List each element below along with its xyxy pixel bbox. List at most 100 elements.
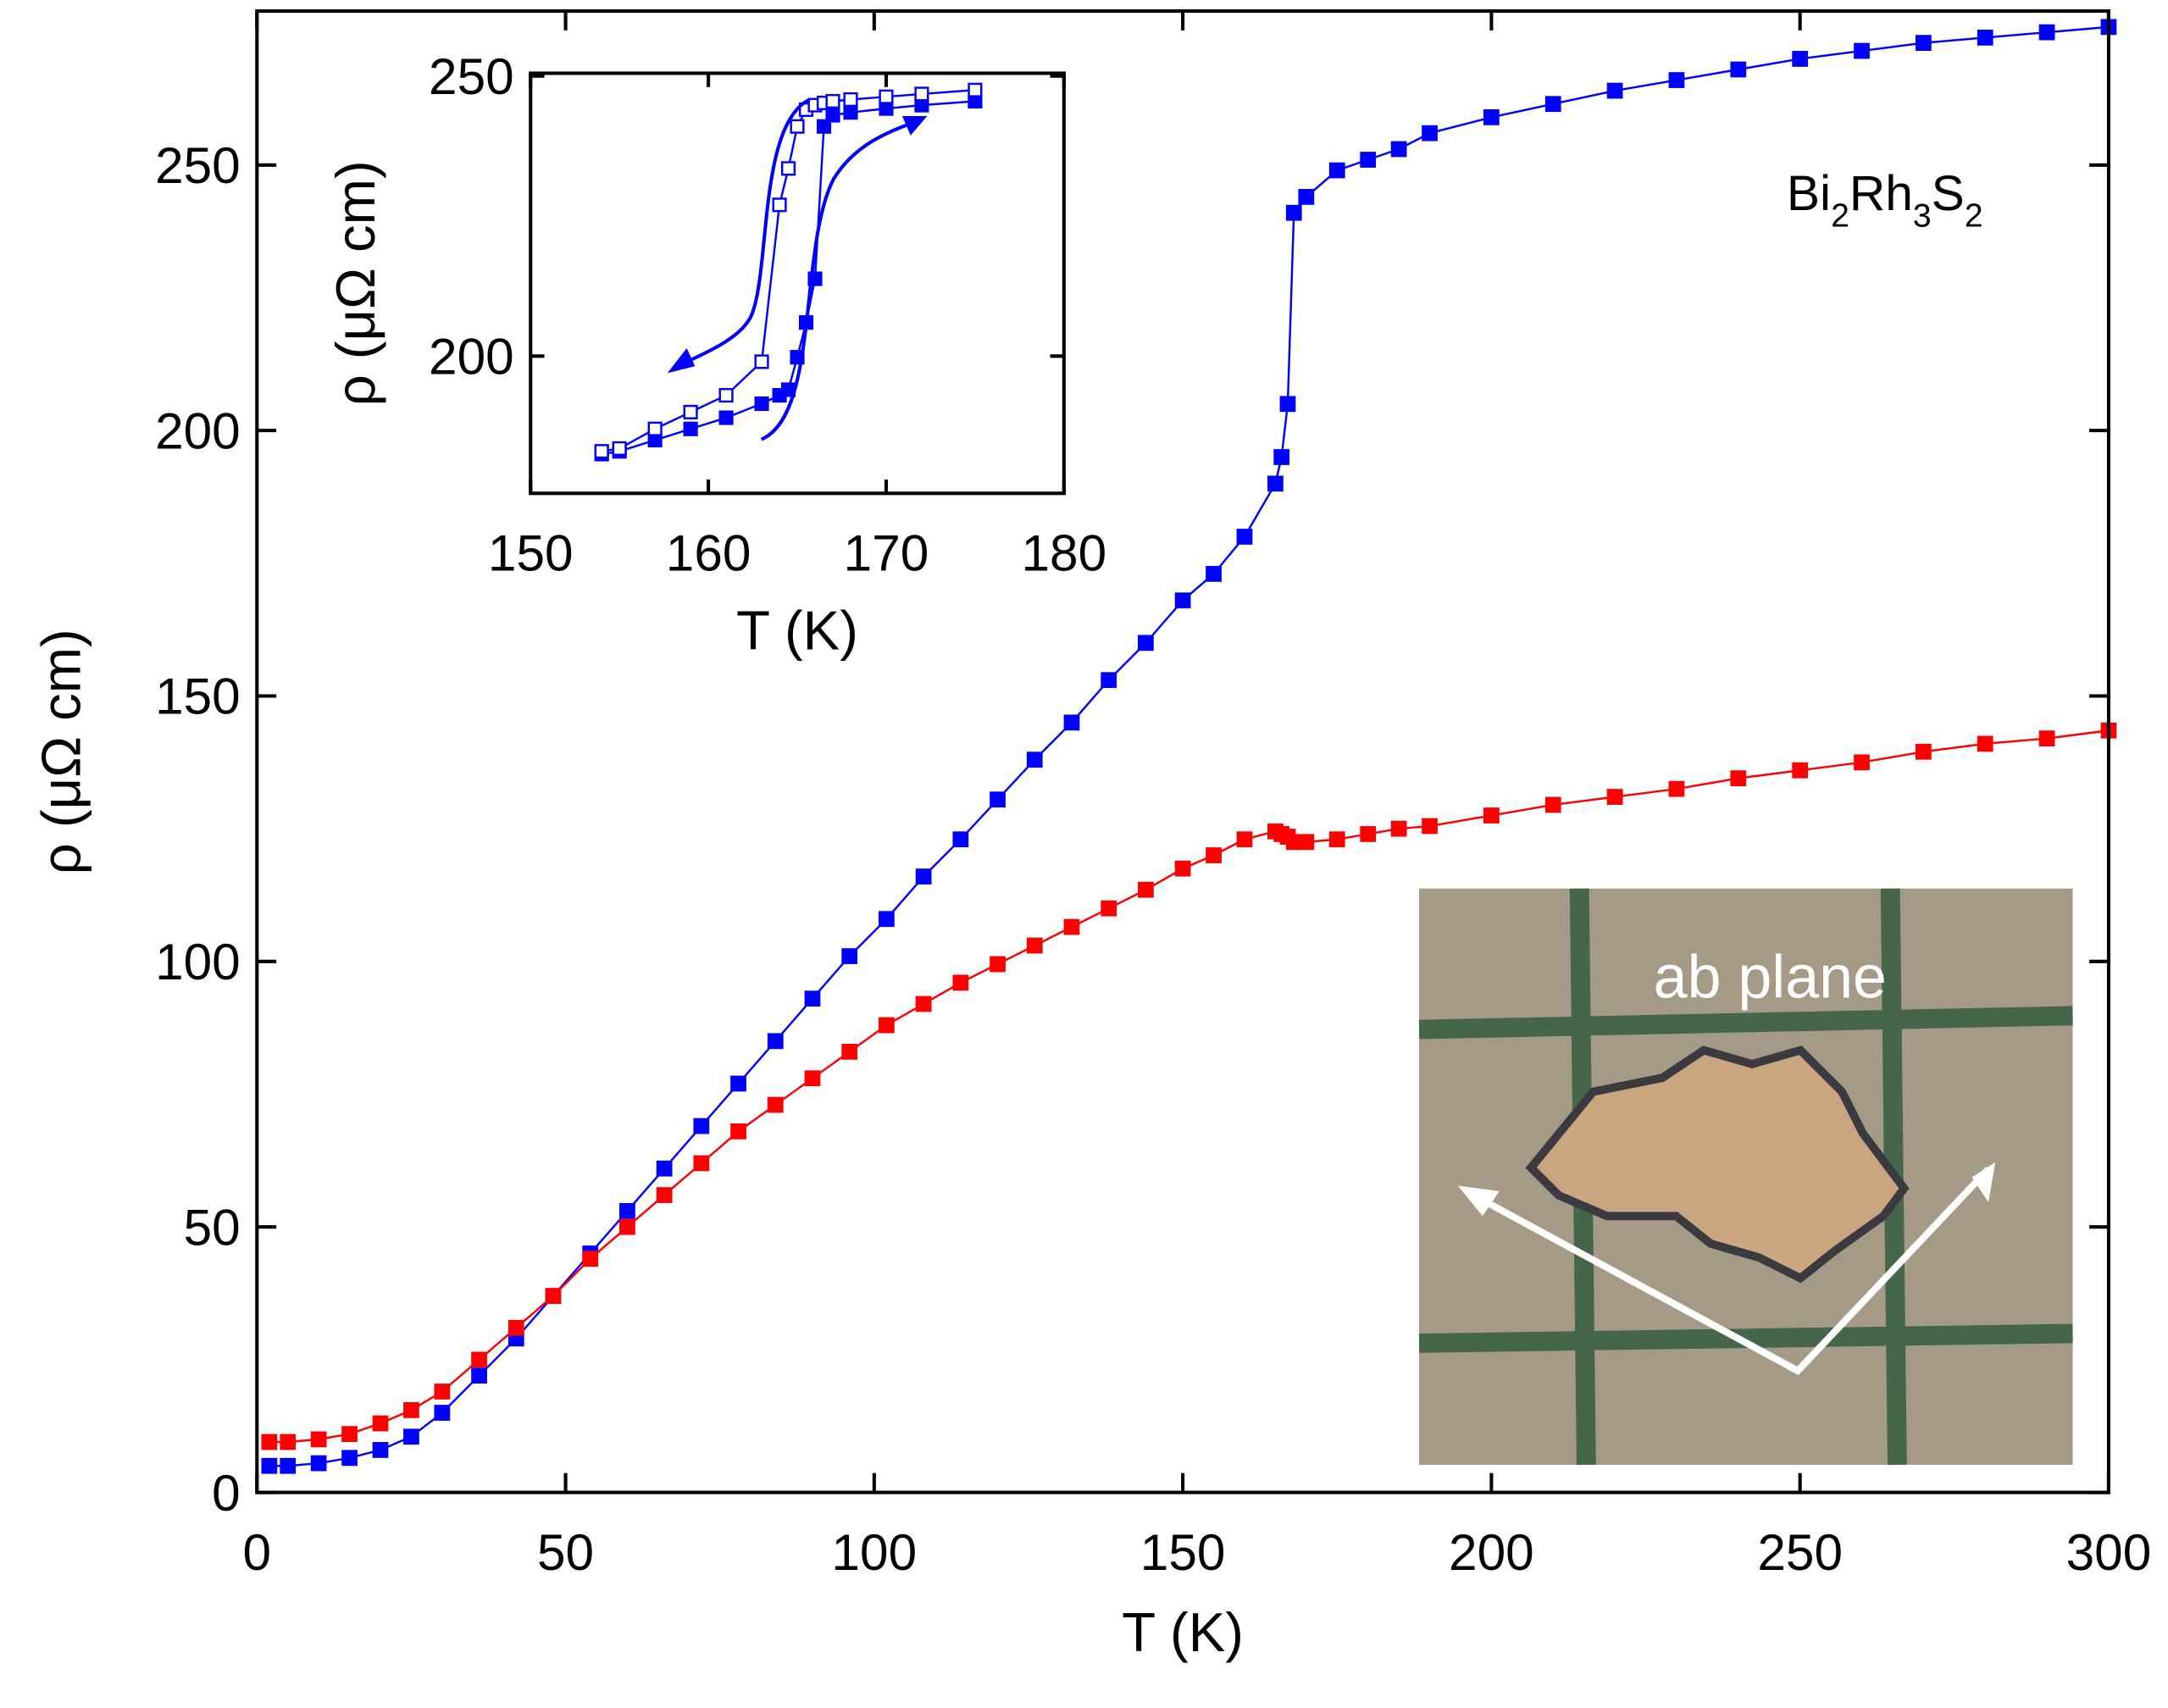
- marker: [341, 1450, 358, 1467]
- marker: [1206, 847, 1222, 863]
- inset-arrows: [677, 97, 917, 441]
- marker: [790, 119, 805, 134]
- arrow-head: [667, 348, 696, 374]
- marker: [594, 444, 609, 459]
- marker: [310, 1455, 327, 1472]
- x-tick-label: 170: [844, 524, 929, 582]
- y-axis-label: ρ (μΩ cm): [324, 160, 386, 406]
- marker: [1854, 42, 1870, 59]
- marker: [1174, 860, 1191, 877]
- marker: [434, 1405, 451, 1421]
- marker: [1390, 820, 1407, 837]
- marker: [767, 1096, 784, 1113]
- x-tick-label: 100: [832, 1523, 918, 1581]
- plot-frame: [529, 71, 1066, 496]
- y-tick-label: 200: [155, 402, 241, 459]
- marker: [1026, 751, 1043, 768]
- crystal: [1525, 1045, 1910, 1284]
- marker: [1101, 672, 1117, 689]
- marker: [1138, 881, 1154, 898]
- chart-0: 0 50 100 150 200 250 300 0 50 100 150 200 250 T (K) ρ …: [30, 9, 2151, 1663]
- marker: [1026, 937, 1043, 954]
- marker: [1360, 152, 1377, 168]
- marker: [1328, 162, 1345, 179]
- marker: [952, 831, 969, 848]
- marker: [1668, 780, 1685, 797]
- annotation-part: 3: [1913, 197, 1932, 234]
- marker: [647, 421, 663, 436]
- photo-label: ab plane: [1654, 944, 1887, 1012]
- marker: [1206, 565, 1222, 582]
- y-tick-label: 100: [155, 933, 241, 990]
- annotation-part: 2: [1831, 197, 1849, 234]
- marker: [545, 1288, 562, 1305]
- y-tick-label: 250: [155, 136, 241, 194]
- marker: [1422, 125, 1438, 141]
- marker: [1298, 189, 1315, 205]
- marker: [1544, 796, 1561, 813]
- arrow-head: [1457, 1185, 1500, 1217]
- marker: [718, 388, 734, 403]
- marker: [1915, 743, 1932, 760]
- marker: [879, 101, 894, 116]
- marker: [754, 354, 769, 369]
- marker: [693, 1117, 710, 1134]
- marker: [879, 89, 894, 104]
- annotation-part: Bi: [1787, 166, 1831, 221]
- x-tick-label: 180: [1022, 524, 1107, 582]
- marker: [1730, 770, 1747, 787]
- marker: [1279, 396, 1296, 413]
- marker: [1063, 714, 1080, 731]
- marker: [434, 1384, 451, 1400]
- marker: [952, 974, 969, 991]
- marker: [825, 93, 840, 109]
- marker: [1101, 900, 1117, 917]
- marker: [879, 1017, 895, 1034]
- marker: [582, 1250, 599, 1267]
- marker: [1236, 529, 1253, 545]
- marker: [1792, 762, 1809, 779]
- marker: [754, 396, 769, 412]
- annotation-part: Rh: [1849, 166, 1913, 221]
- marker: [780, 161, 796, 176]
- marker: [1977, 735, 1993, 752]
- marker: [261, 1434, 278, 1450]
- marker: [915, 868, 932, 884]
- marker: [1328, 831, 1345, 848]
- marker: [507, 1319, 524, 1336]
- marker: [772, 197, 787, 213]
- marker: [280, 1434, 297, 1450]
- x-tick-label: 150: [488, 524, 574, 582]
- marker: [841, 948, 858, 964]
- marker: [730, 1123, 746, 1140]
- y-tick-label: 150: [155, 668, 241, 725]
- marker: [1285, 204, 1302, 221]
- marker: [730, 1075, 746, 1092]
- x-tick-label: 50: [537, 1523, 594, 1581]
- marker: [1298, 834, 1315, 851]
- photo-arrow: [1464, 1167, 1991, 1376]
- marker: [656, 1187, 673, 1203]
- marker: [1360, 826, 1377, 842]
- x-tick-label: 0: [243, 1523, 272, 1581]
- marker: [879, 911, 895, 928]
- marker: [914, 86, 929, 102]
- marker: [1236, 831, 1253, 848]
- marker: [767, 1033, 784, 1050]
- marker: [968, 82, 983, 97]
- chart-1: 150 160 170 180 200 250 T (K) ρ (μΩ cm): [324, 47, 1106, 662]
- marker: [683, 421, 698, 436]
- marker: [1138, 635, 1154, 652]
- marker: [683, 404, 698, 419]
- marker: [816, 119, 832, 134]
- arrow-head: [1971, 1162, 1996, 1203]
- marker: [804, 990, 821, 1007]
- sample-photo: ab plane: [1418, 888, 2073, 1466]
- marker: [471, 1351, 487, 1368]
- y-tick-label: 200: [429, 328, 514, 385]
- y-tick-label: 50: [184, 1198, 241, 1256]
- x-tick-label: 150: [1140, 1523, 1226, 1581]
- marker: [310, 1431, 327, 1448]
- marker: [341, 1426, 358, 1442]
